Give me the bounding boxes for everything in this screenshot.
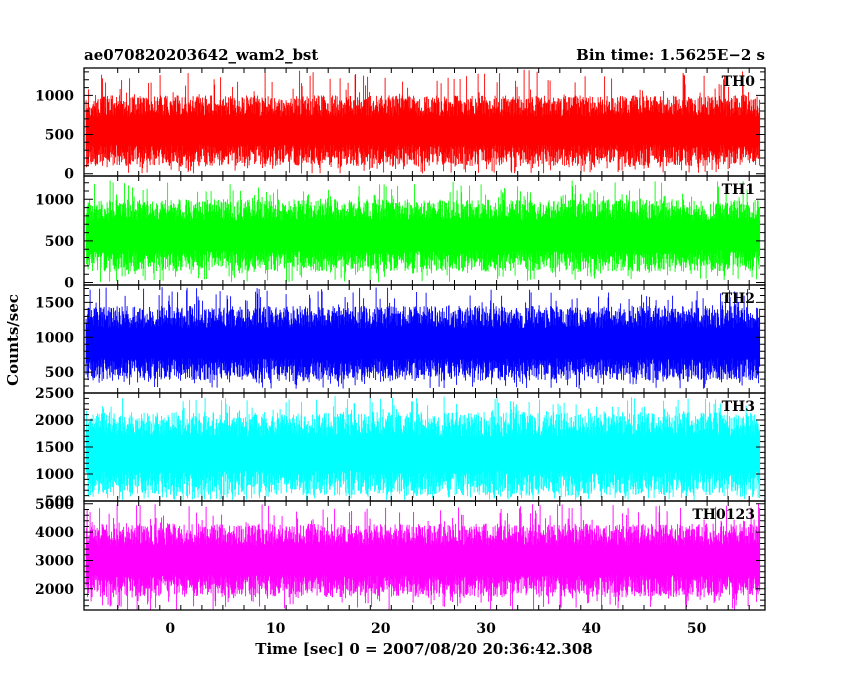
- series-trace-th1: [85, 180, 761, 283]
- y-tick-label: 1500: [35, 295, 74, 311]
- series-label-th0123: TH0123: [692, 507, 755, 523]
- figure-title: ae070820203642_wam2_bst: [84, 46, 318, 64]
- y-tick-label: 2500: [35, 386, 74, 402]
- panel-th0: 0 500 1000 TH0: [35, 67, 766, 183]
- y-tick-label: 5000: [35, 497, 74, 513]
- panel-th3: 1000 1500 2000 2500 500 TH3: [35, 386, 766, 510]
- panel-th1: 0 500 1000 TH1: [35, 175, 766, 292]
- y-tick-label: 0: [64, 167, 74, 183]
- y-tick-label: 1000: [35, 467, 74, 483]
- x-axis-label: Time [sec] 0 = 2007/08/20 20:36:42.308: [255, 640, 592, 658]
- x-tick-label: 50: [687, 621, 707, 637]
- y-ticks: [84, 503, 765, 607]
- x-tick-label: 0: [165, 621, 175, 637]
- y-tick-label: 4000: [35, 525, 74, 541]
- x-tick-label: 40: [582, 621, 602, 637]
- y-tick-label: 500: [45, 494, 74, 510]
- panels: 0 500 1000 TH0 0 500 1000 TH1 500 1000 1500 TH2 1000…: [35, 67, 766, 611]
- series-trace-th0: [85, 69, 761, 174]
- series-trace-th0123: [85, 503, 761, 610]
- panel-frame: [83, 500, 766, 611]
- series-label-th3: TH3: [722, 399, 755, 415]
- x-tick-label: 30: [476, 621, 496, 637]
- y-tick-label: 1000: [35, 88, 74, 104]
- x-tick-label: 20: [371, 621, 391, 637]
- x-tick-label: 10: [266, 621, 286, 637]
- series-label-th0: TH0: [722, 74, 756, 90]
- series-trace-th2: [85, 287, 761, 389]
- panel-th2: 500 1000 1500 TH2: [35, 284, 766, 394]
- series-label-th2: TH2: [722, 291, 755, 307]
- y-tick-label: 2000: [35, 582, 74, 598]
- y-tick-label: 0: [64, 276, 74, 292]
- y-ticks: [84, 71, 765, 175]
- y-ticks: [84, 182, 765, 283]
- y-tick-label: 500: [45, 128, 74, 144]
- y-tick-label: 1000: [35, 330, 74, 346]
- panel-th0123: 2000 3000 4000 5000 TH0123: [35, 497, 766, 611]
- y-tick-label: 500: [45, 365, 74, 381]
- series-trace-th3: [85, 396, 761, 500]
- y-tick-label: 1000: [35, 192, 74, 208]
- x-axis: 0 10 20 30 40 50: [117, 68, 750, 637]
- bin-time-label: Bin time: 1.5625E−2 s: [576, 46, 765, 64]
- y-axis-label: Counts/sec: [4, 294, 22, 386]
- y-tick-label: 1500: [35, 440, 74, 456]
- x-ticks: [117, 68, 750, 610]
- y-tick-label: 3000: [35, 554, 74, 570]
- series-label-th1: TH1: [722, 182, 755, 198]
- y-tick-label: 500: [45, 234, 74, 250]
- y-tick-label: 2000: [35, 413, 74, 429]
